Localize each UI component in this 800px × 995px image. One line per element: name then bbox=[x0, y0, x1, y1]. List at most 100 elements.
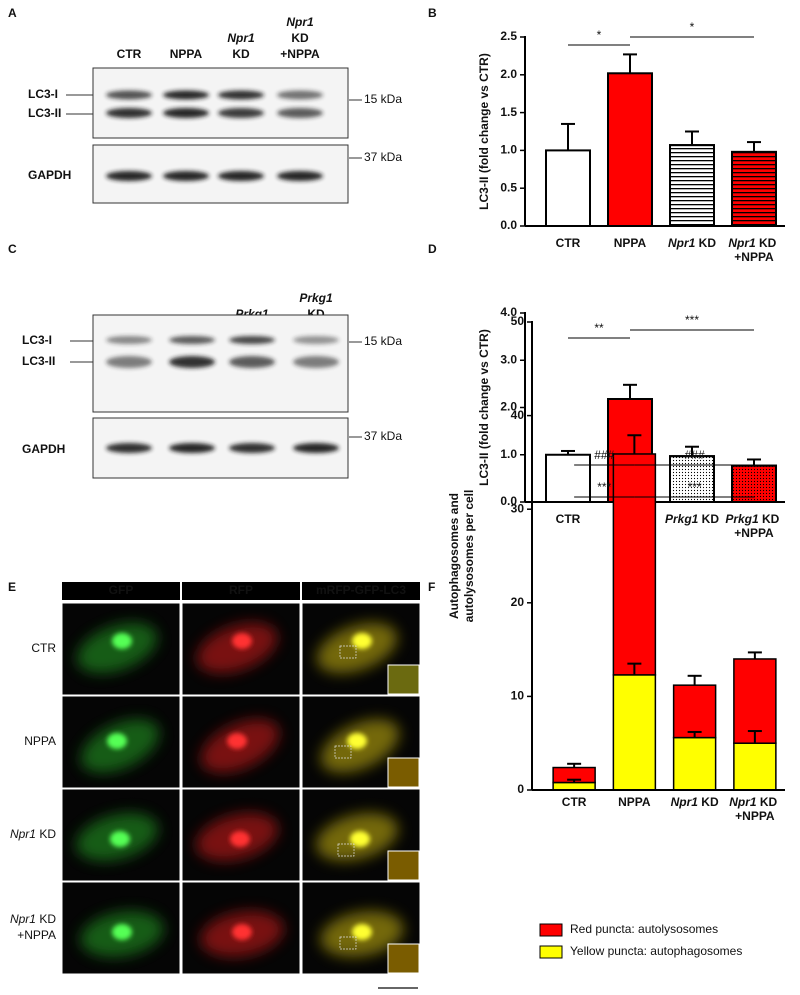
blot-band bbox=[229, 356, 275, 368]
error-bar bbox=[627, 434, 642, 454]
channel-header: GFP bbox=[109, 583, 134, 597]
blot-band bbox=[277, 90, 323, 100]
cell-body bbox=[76, 622, 158, 674]
row-label: NPPA bbox=[24, 734, 56, 748]
band-label: GAPDH bbox=[28, 168, 71, 182]
error-bar bbox=[567, 762, 582, 768]
blot-band bbox=[169, 443, 215, 453]
row-label: CTR bbox=[31, 641, 56, 655]
y-axis-label: autolysosomes per cell bbox=[462, 490, 476, 623]
bar bbox=[545, 149, 591, 227]
cell-body bbox=[316, 622, 398, 674]
y-tick-label: 20 bbox=[511, 595, 525, 609]
error-bar bbox=[687, 730, 702, 738]
channel-header-bg bbox=[302, 582, 420, 600]
y-tick-label: 4.0 bbox=[500, 305, 517, 319]
cell-nucleus bbox=[110, 831, 130, 847]
bar-segment bbox=[672, 736, 717, 791]
y-tick-label: 1.0 bbox=[500, 143, 517, 157]
cell-nucleus bbox=[227, 733, 247, 749]
error-bar bbox=[687, 674, 702, 686]
bar-segment bbox=[612, 453, 657, 676]
zoom-inset bbox=[387, 943, 420, 974]
cell-nucleus bbox=[347, 733, 367, 749]
bar-segment bbox=[612, 674, 657, 791]
zoom-box bbox=[337, 843, 355, 857]
panel-letter: C bbox=[8, 242, 17, 256]
significance-mark: ### bbox=[594, 448, 614, 462]
row-label: Npr1 KD bbox=[10, 912, 56, 926]
bar bbox=[545, 453, 591, 503]
zoom-inset bbox=[387, 850, 420, 881]
blot-band bbox=[169, 336, 215, 344]
error-bar bbox=[685, 445, 699, 457]
blot-band bbox=[293, 336, 339, 344]
channel-header-bg bbox=[62, 582, 180, 600]
y-tick-label: 0 bbox=[517, 782, 524, 796]
cell-nucleus bbox=[352, 924, 372, 940]
error-bar bbox=[747, 651, 762, 659]
panel-letter: D bbox=[428, 242, 437, 256]
y-tick-label: 0.0 bbox=[500, 218, 517, 232]
cell-nucleus bbox=[232, 633, 252, 649]
y-tick-label: 1.0 bbox=[500, 447, 517, 461]
lane-label: Npr1 bbox=[227, 31, 255, 45]
bar-segment bbox=[552, 781, 596, 791]
y-axis-label: Autophagosomes and bbox=[447, 493, 461, 619]
blot-band bbox=[293, 443, 339, 453]
zoom-box bbox=[339, 936, 357, 950]
y-axis-label: LC3-II (fold change vs CTR) bbox=[477, 53, 491, 210]
zoom-box bbox=[334, 745, 352, 759]
y-axis-label: LC3-II (fold change vs CTR) bbox=[477, 329, 491, 486]
significance-mark: ** bbox=[594, 321, 604, 335]
panel-letter: B bbox=[428, 6, 437, 20]
x-tick-label: CTR bbox=[556, 512, 581, 526]
cell-nucleus bbox=[350, 831, 370, 847]
zoom-box bbox=[339, 645, 357, 659]
bar-segment bbox=[672, 684, 717, 739]
significance-mark: * bbox=[597, 28, 602, 42]
blot-band bbox=[277, 108, 323, 118]
cell-body bbox=[196, 622, 278, 674]
y-tick-label: 50 bbox=[511, 314, 525, 328]
blot-band bbox=[106, 90, 152, 100]
cell-nucleus bbox=[230, 831, 250, 847]
x-tick-label: Prkg1 KD bbox=[665, 512, 719, 526]
legend-label: Red puncta: autolysosomes bbox=[570, 922, 718, 936]
bar-pattern bbox=[669, 455, 715, 504]
blot-band bbox=[163, 90, 209, 100]
error-bar bbox=[627, 662, 642, 675]
blot-band bbox=[106, 443, 152, 453]
error-bar bbox=[561, 122, 575, 151]
x-tick-label: Prkg1 KD +NPPA bbox=[725, 512, 782, 540]
y-tick-label: 2.5 bbox=[500, 29, 517, 43]
blot-band bbox=[293, 356, 339, 368]
lane-label: KD bbox=[232, 47, 250, 61]
blot-band bbox=[163, 108, 209, 118]
y-tick-label: 2.0 bbox=[500, 67, 517, 81]
error-bar bbox=[623, 53, 637, 74]
blot-band bbox=[218, 171, 264, 181]
marker-label: 37 kDa bbox=[364, 429, 402, 443]
row-label: +NPPA bbox=[17, 928, 56, 942]
y-tick-label: 0.0 bbox=[500, 494, 517, 508]
band-label: LC3-II bbox=[22, 354, 55, 368]
x-tick-label: Npr1 KD bbox=[671, 795, 719, 809]
channel-header-bg bbox=[182, 582, 300, 600]
significance-mark: * bbox=[690, 20, 695, 34]
cell-nucleus bbox=[352, 633, 372, 649]
y-tick-label: 1.5 bbox=[500, 105, 517, 119]
blot-band bbox=[229, 443, 275, 453]
x-tick-label: Npr1 KD +NPPA bbox=[728, 236, 779, 264]
band-label: LC3-I bbox=[28, 87, 58, 101]
significance-mark: *** bbox=[688, 480, 702, 494]
y-tick-label: 10 bbox=[511, 689, 525, 703]
band-label: LC3-II bbox=[28, 106, 61, 120]
bar bbox=[607, 72, 653, 228]
channel-header: mRFP-GFP-LC3 bbox=[316, 583, 406, 597]
blot-frame bbox=[92, 67, 349, 139]
blot-band bbox=[106, 171, 152, 181]
y-tick-label: 0.5 bbox=[500, 180, 517, 194]
lane-label: CTR bbox=[117, 47, 142, 61]
